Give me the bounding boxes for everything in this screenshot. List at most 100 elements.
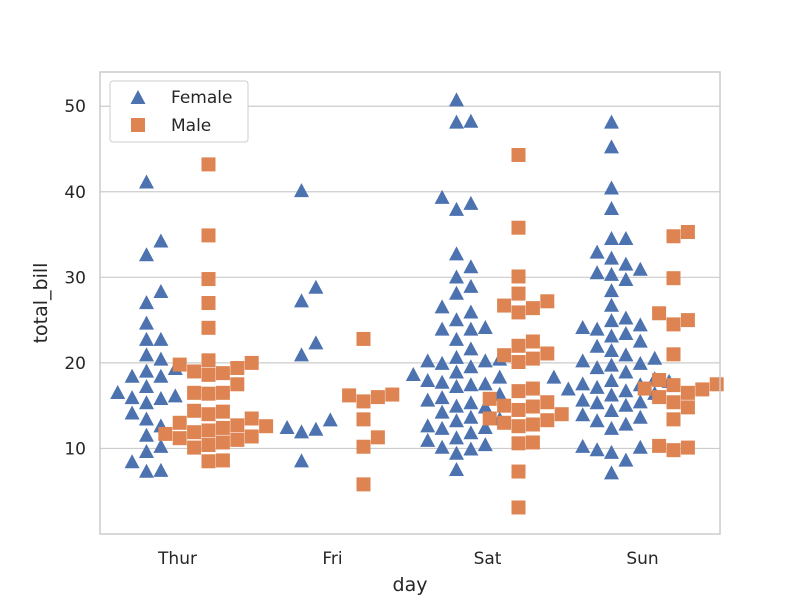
point-male-thur-28: [172, 431, 187, 446]
point-female-sun-22: [632, 333, 648, 348]
point-female-sun-13: [604, 283, 619, 298]
point-male-sat-22: [482, 411, 497, 426]
point-male-thur-19: [244, 411, 259, 426]
point-female-sun-6: [589, 244, 605, 259]
point-female-thur-12: [153, 368, 169, 383]
point-female-sun-7: [604, 250, 619, 265]
point-female-fri-0: [294, 183, 309, 198]
point-male-sun-5: [666, 317, 681, 332]
point-male-sun-1: [666, 229, 681, 244]
point-female-sun-24: [604, 343, 619, 358]
point-female-sun-29: [604, 357, 619, 372]
point-male-thur-11: [201, 367, 216, 382]
point-female-sun-47: [604, 402, 619, 417]
point-female-thur-1: [153, 233, 169, 248]
point-male-fri-8: [356, 477, 371, 492]
legend-male-label: Male: [171, 116, 211, 136]
point-female-sat-31: [463, 377, 479, 392]
point-female-sun-1: [604, 139, 619, 154]
legend: Female Male: [109, 80, 249, 143]
point-female-sat-18: [463, 341, 479, 356]
point-male-sat-7: [511, 305, 526, 320]
point-female-sat-46: [463, 425, 479, 440]
x-tick-labels: Thur Fri Sat Sun: [157, 549, 659, 569]
legend-female-triangle-icon: [130, 90, 146, 104]
point-female-sun-39: [560, 381, 576, 396]
point-female-fri-3: [308, 335, 324, 350]
point-male-sat-11: [497, 348, 512, 363]
point-male-sun-7: [652, 373, 667, 387]
point-female-sun-18: [575, 319, 591, 334]
point-female-sat-3: [434, 189, 450, 204]
point-male-fri-6: [370, 430, 385, 445]
point-male-sun-17: [652, 438, 667, 453]
x-tick-label-fri: Fri: [322, 549, 342, 569]
point-male-sat-5: [497, 298, 512, 313]
point-female-sun-8: [618, 256, 634, 271]
point-female-sun-15: [618, 310, 634, 325]
point-female-sat-8: [449, 269, 464, 284]
point-male-fri-2: [342, 388, 357, 403]
point-female-sun-14: [604, 297, 619, 312]
point-female-sat-19: [449, 349, 464, 364]
point-female-thur-8: [139, 347, 154, 362]
point-female-thur-20: [124, 405, 140, 420]
point-female-sun-40: [618, 383, 634, 398]
point-male-sat-3: [511, 286, 526, 301]
point-male-thur-27: [244, 429, 259, 444]
point-female-sat-0: [449, 92, 464, 107]
point-female-sun-52: [604, 420, 619, 435]
point-male-sun-12: [680, 385, 695, 400]
point-female-sun-31: [618, 364, 634, 379]
point-female-sun-50: [589, 413, 605, 428]
point-female-fri-5: [322, 412, 338, 427]
point-male-sat-17: [540, 395, 555, 410]
point-male-sun-15: [680, 400, 695, 415]
point-female-sun-43: [575, 392, 591, 407]
point-male-sun-4: [680, 313, 695, 328]
point-male-thur-8: [230, 361, 245, 376]
point-female-sat-25: [449, 364, 464, 379]
point-male-sat-14: [525, 381, 540, 396]
point-female-thur-17: [124, 390, 140, 405]
point-female-sun-2: [604, 180, 619, 195]
point-female-thur-2: [139, 247, 154, 262]
point-male-fri-5: [356, 412, 371, 427]
point-female-thur-19: [139, 395, 154, 410]
point-female-sat-6: [449, 246, 464, 261]
point-male-sun-9: [666, 378, 681, 393]
point-female-thur-26: [124, 454, 140, 469]
point-male-sun-19: [666, 443, 681, 458]
point-female-sat-42: [449, 413, 464, 428]
point-female-sun-4: [604, 230, 619, 245]
point-male-sat-18: [497, 398, 512, 413]
point-male-sat-28: [511, 436, 526, 451]
point-female-sun-0: [604, 114, 619, 129]
point-female-sun-17: [632, 317, 648, 332]
point-female-thur-28: [139, 463, 154, 478]
point-female-sun-44: [632, 394, 648, 409]
point-female-sat-7: [463, 259, 479, 274]
point-female-sun-10: [589, 265, 605, 280]
point-male-sat-6: [525, 301, 540, 316]
point-female-sun-11: [604, 266, 619, 281]
point-male-thur-9: [187, 364, 202, 379]
point-female-sun-19: [589, 321, 605, 336]
point-female-sat-39: [434, 404, 450, 419]
point-female-thur-23: [139, 427, 154, 442]
point-male-thur-10: [215, 366, 230, 381]
y-tick-label: 40: [64, 183, 86, 203]
point-female-sat-32: [449, 378, 464, 393]
point-female-sat-11: [434, 299, 450, 314]
x-tick-label-sat: Sat: [474, 549, 502, 569]
point-female-sat-10: [449, 285, 464, 300]
point-male-sat-2: [511, 269, 526, 284]
point-female-sun-28: [632, 355, 648, 370]
point-male-thur-21: [230, 418, 245, 433]
point-male-thur-16: [187, 403, 202, 418]
point-female-thur-24: [153, 438, 169, 453]
point-female-sat-23: [434, 355, 450, 370]
y-tick-label: 20: [64, 354, 86, 374]
point-male-sat-19: [525, 399, 540, 414]
point-male-sat-16: [482, 391, 497, 406]
